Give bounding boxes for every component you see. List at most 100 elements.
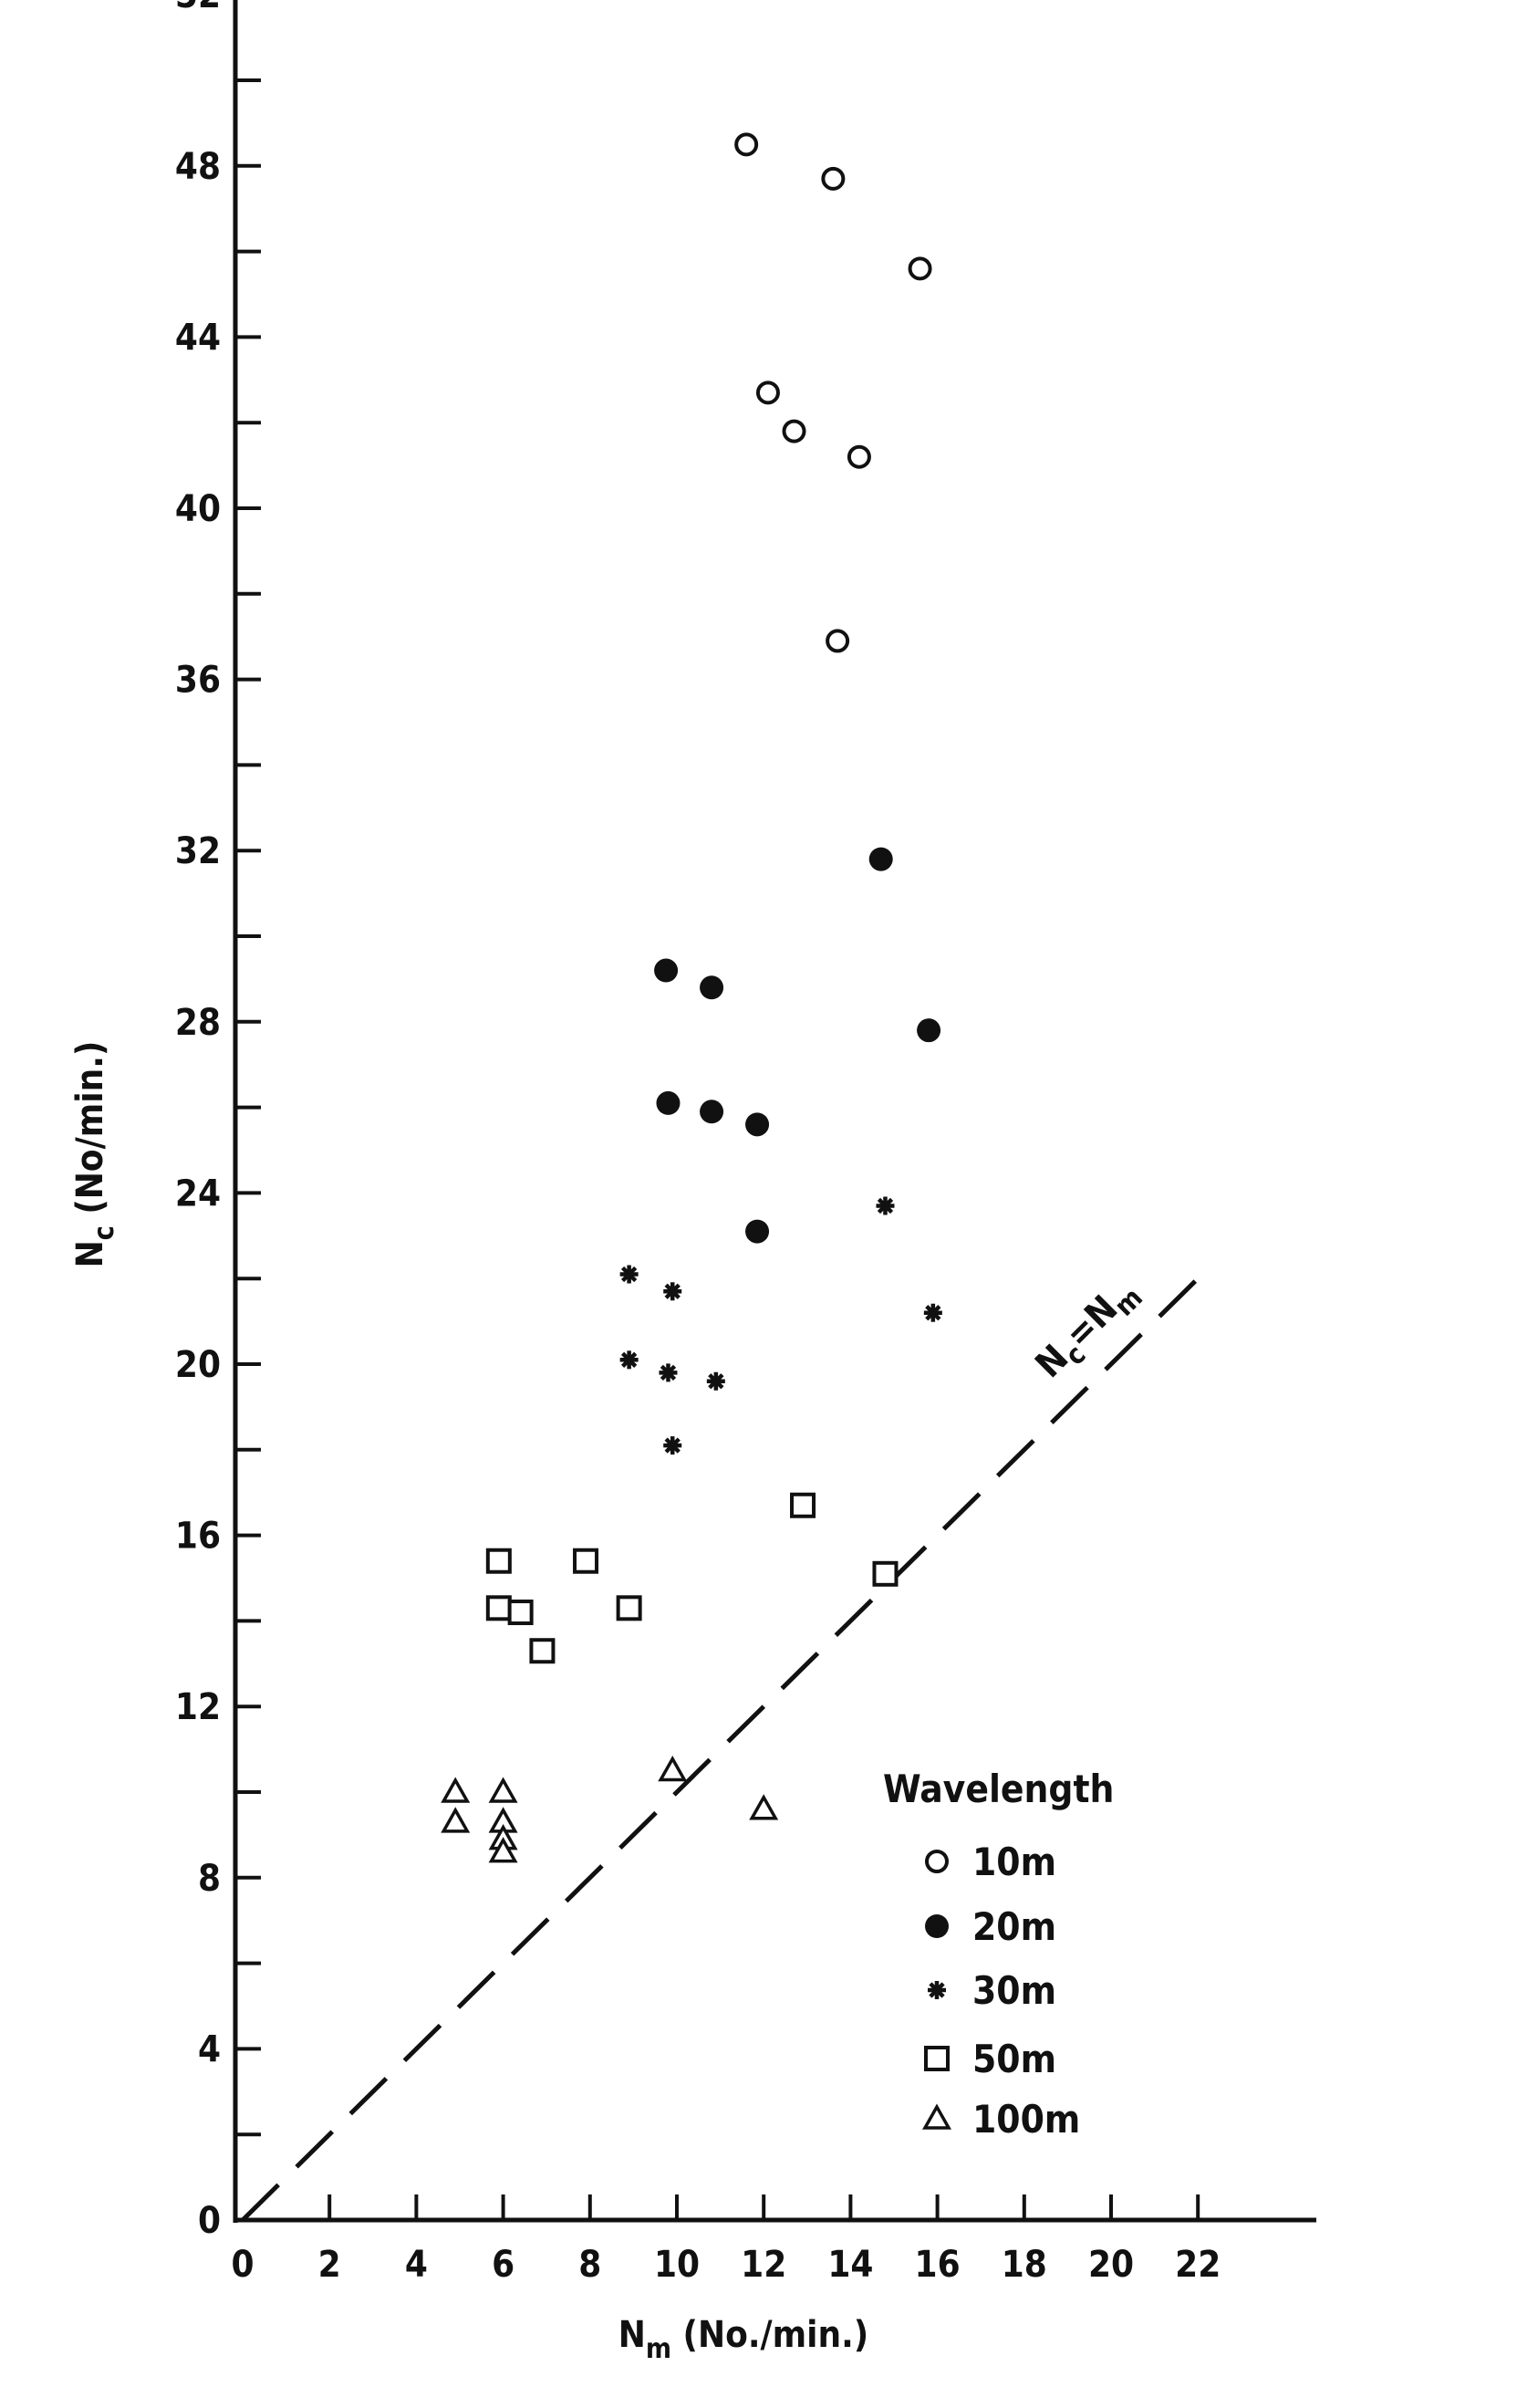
open-circle-marker bbox=[908, 256, 932, 281]
data-point-20m bbox=[745, 1112, 770, 1137]
data-point-20m bbox=[656, 1090, 681, 1115]
data-point-50m bbox=[485, 1548, 512, 1574]
y-tick-label: 48 bbox=[175, 146, 221, 188]
legend-marker-100m bbox=[922, 2103, 951, 2130]
data-point-20m bbox=[917, 1018, 941, 1043]
asterisk-marker-stroke bbox=[925, 1305, 941, 1321]
legend-label-50m: 50m bbox=[972, 2037, 1056, 2081]
open-circle-marker bbox=[826, 629, 850, 653]
legend-marker-10m bbox=[925, 1850, 949, 1873]
y-tick-label: 20 bbox=[175, 1344, 221, 1386]
open-triangle-marker bbox=[488, 1777, 518, 1803]
y-tick-label: 36 bbox=[175, 660, 221, 702]
legend-label-20m: 20m bbox=[972, 1904, 1056, 1949]
y-tick-label: 8 bbox=[198, 1858, 221, 1900]
asterisk-marker-stroke bbox=[620, 1351, 638, 1368]
data-point-20m bbox=[700, 1100, 724, 1124]
y-tick-label: 4 bbox=[198, 2028, 221, 2070]
x-tick-label: 22 bbox=[1175, 2244, 1221, 2286]
data-point-50m bbox=[790, 1492, 816, 1518]
data-point-10m bbox=[782, 419, 806, 443]
asterisk-marker-stroke bbox=[664, 1437, 681, 1454]
open-square-marker bbox=[507, 1600, 534, 1626]
open-triangle-marker bbox=[922, 2103, 951, 2130]
y-tick-label: 24 bbox=[175, 1173, 221, 1214]
x-tick-label: 12 bbox=[741, 2244, 786, 2286]
data-point-10m bbox=[908, 256, 932, 281]
data-point-100m bbox=[488, 1837, 518, 1863]
data-point-100m bbox=[441, 1777, 471, 1803]
data-point-30m bbox=[663, 1436, 682, 1455]
data-point-30m bbox=[619, 1350, 639, 1370]
asterisk-marker-stroke bbox=[877, 1197, 894, 1214]
y-tick-label: 16 bbox=[175, 1516, 221, 1558]
y-tick-label: 52 bbox=[175, 0, 221, 16]
data-point-30m bbox=[876, 1196, 895, 1215]
filled-circle-marker bbox=[745, 1112, 770, 1137]
filled-circle-marker bbox=[656, 1090, 681, 1115]
data-point-20m bbox=[745, 1219, 770, 1244]
open-circle-marker bbox=[821, 166, 846, 191]
data-point-30m bbox=[706, 1371, 725, 1391]
legend-title: Wavelength bbox=[883, 1767, 1114, 1811]
x-tick-label: 0 bbox=[231, 2244, 254, 2286]
legend-marker-20m bbox=[925, 1914, 949, 1938]
asterisk-marker-stroke bbox=[660, 1364, 677, 1381]
open-triangle-marker bbox=[658, 1755, 688, 1782]
x-tick-label: 20 bbox=[1088, 2244, 1134, 2286]
data-point-100m bbox=[488, 1777, 518, 1803]
legend-marker-30m bbox=[928, 1981, 946, 1999]
filled-circle-marker bbox=[868, 847, 893, 871]
x-tick-label: 14 bbox=[827, 2244, 873, 2286]
data-point-50m bbox=[507, 1600, 534, 1626]
x-tick-label: 2 bbox=[318, 2244, 341, 2286]
filled-circle-marker bbox=[745, 1219, 770, 1244]
open-square-marker bbox=[790, 1492, 816, 1518]
y-tick-label: 28 bbox=[175, 1002, 221, 1044]
asterisk-marker-stroke bbox=[620, 1266, 638, 1283]
data-point-10m bbox=[734, 132, 759, 157]
filled-circle-marker bbox=[700, 1100, 724, 1124]
legend-label-100m: 100m bbox=[972, 2097, 1080, 2142]
filled-circle-marker bbox=[700, 975, 724, 1000]
asterisk-marker-stroke bbox=[708, 1373, 724, 1390]
open-square-marker bbox=[924, 2046, 950, 2071]
data-point-50m bbox=[616, 1595, 642, 1621]
data-point-50m bbox=[872, 1560, 899, 1587]
asterisk-marker-stroke bbox=[929, 1982, 945, 1998]
open-square-marker bbox=[485, 1595, 512, 1621]
y-tick-label: 0 bbox=[198, 2200, 221, 2242]
open-square-marker bbox=[485, 1548, 512, 1574]
data-point-10m bbox=[826, 629, 850, 653]
y-tick-label: 44 bbox=[175, 317, 221, 359]
legend-marker-50m bbox=[924, 2046, 950, 2071]
data-point-10m bbox=[847, 444, 871, 469]
open-square-marker bbox=[872, 1560, 899, 1587]
open-triangle-marker bbox=[441, 1807, 471, 1833]
data-point-50m bbox=[529, 1638, 556, 1664]
data-point-20m bbox=[868, 847, 893, 871]
open-square-marker bbox=[529, 1638, 556, 1664]
x-tick-label: 18 bbox=[1002, 2244, 1047, 2286]
data-point-10m bbox=[755, 380, 780, 405]
open-square-marker bbox=[573, 1548, 599, 1574]
data-point-20m bbox=[654, 958, 679, 983]
x-tick-label: 4 bbox=[405, 2244, 428, 2286]
open-circle-marker bbox=[734, 132, 759, 157]
filled-circle-marker bbox=[917, 1018, 941, 1043]
y-axis-title: Nc (No/min.) bbox=[69, 1041, 120, 1268]
x-tick-label: 6 bbox=[492, 2244, 514, 2286]
legend-label-10m: 10m bbox=[972, 1840, 1056, 1884]
data-point-100m bbox=[441, 1807, 471, 1833]
y-tick-label: 32 bbox=[175, 830, 221, 872]
data-point-20m bbox=[700, 975, 724, 1000]
filled-circle-marker bbox=[654, 958, 679, 983]
legend-label-30m: 30m bbox=[972, 1968, 1056, 2013]
data-point-50m bbox=[573, 1548, 599, 1574]
open-triangle-marker bbox=[488, 1837, 518, 1863]
y-tick-label: 12 bbox=[175, 1686, 221, 1728]
open-circle-marker bbox=[925, 1850, 949, 1873]
data-point-50m bbox=[485, 1595, 512, 1621]
asterisk-marker-stroke bbox=[664, 1283, 681, 1299]
data-point-100m bbox=[749, 1794, 779, 1820]
